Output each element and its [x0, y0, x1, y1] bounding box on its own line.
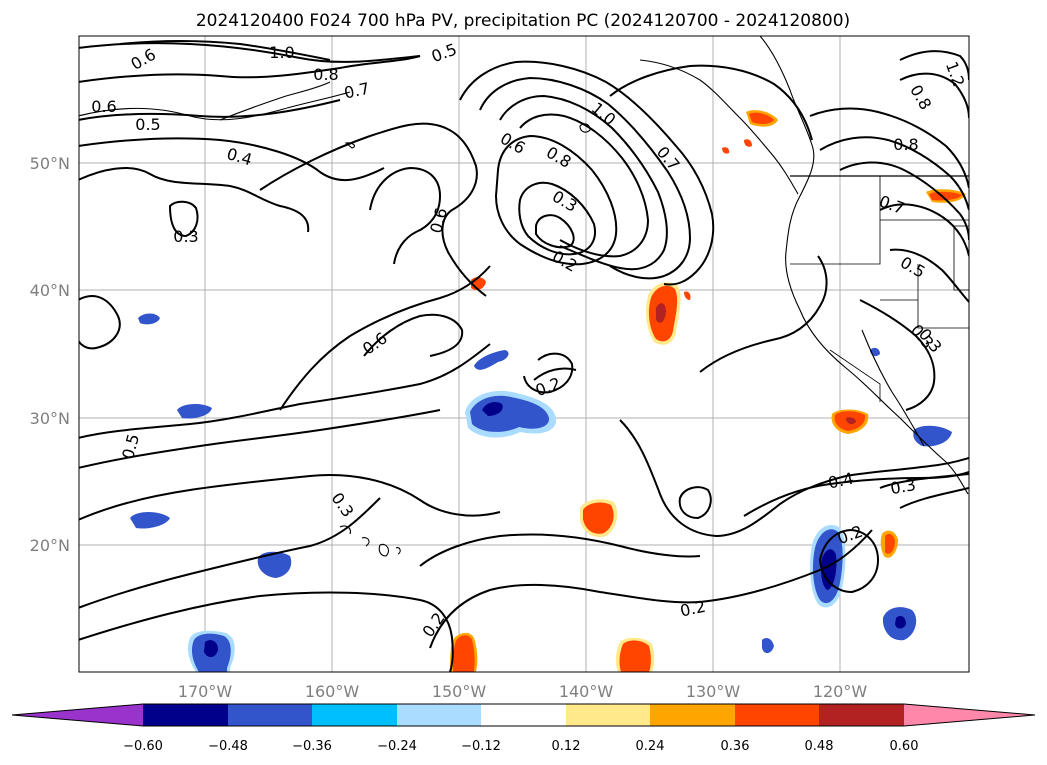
contour-label: 0.8 [313, 65, 338, 84]
map-frame [78, 35, 970, 673]
colorbar-tick: −0.36 [292, 739, 332, 754]
lon-label-120w: 120°W [813, 682, 868, 701]
colorbar-tick: 0.12 [552, 739, 581, 754]
colorbar-tick: −0.48 [208, 739, 248, 754]
colorbar-segment [566, 704, 650, 726]
lon-label-170w: 170°W [178, 682, 233, 701]
figure-title: 2024120400 F024 700 hPa PV, precipitatio… [196, 11, 850, 31]
contour-label: 0.3 [173, 227, 198, 246]
colorbar-tick: −0.12 [461, 739, 501, 754]
longitude-labels: 170°W 160°W 150°W 140°W 130°W 120°W [178, 682, 868, 701]
political-borders [790, 175, 969, 402]
lon-label-150w: 150°W [432, 682, 487, 701]
colorbar-segment [650, 704, 735, 726]
colorbar-segment [12, 704, 143, 726]
lon-label-140w: 140°W [559, 682, 614, 701]
contour-label: 0.4 [826, 469, 855, 493]
colorbar-tick: −0.60 [123, 739, 163, 754]
colorbar-segment [819, 704, 904, 726]
contour-label: 0.3 [889, 475, 917, 498]
contour-label: 0.7 [342, 79, 371, 103]
colorbar-tick: 0.48 [805, 739, 834, 754]
latitude-labels: 50°N 40°N 30°N 20°N [30, 154, 70, 555]
contour-label: 0.8 [893, 135, 918, 154]
lat-label-50n: 50°N [30, 154, 70, 173]
pv-contours [79, 40, 969, 672]
colorbar-segment [228, 704, 312, 726]
contour-label: 0.6 [91, 97, 116, 116]
colorbar-segment [481, 704, 566, 726]
colorbar-outline [11, 703, 1036, 727]
colorbar: −0.60 −0.48 −0.36 −0.24 −0.12 0.12 0.24 … [11, 703, 1036, 754]
precip-positive-blobs [450, 110, 966, 672]
colorbar-tick: 0.24 [636, 739, 665, 754]
colorbar-segment [735, 704, 819, 726]
lat-label-40n: 40°N [30, 281, 70, 300]
contour-label: 0.2 [678, 597, 707, 621]
colorbar-tick: −0.24 [377, 739, 417, 754]
colorbar-segment [312, 704, 397, 726]
lat-label-30n: 30°N [30, 409, 70, 428]
precip-anomaly-fills [130, 110, 966, 672]
lon-label-130w: 130°W [686, 682, 741, 701]
contour-label: 0.5 [135, 115, 160, 134]
contour-label: 1.0 [269, 43, 294, 62]
colorbar-tick: 0.60 [890, 739, 919, 754]
precip-negative-blobs [130, 313, 952, 672]
colorbar-segment [397, 704, 481, 726]
colorbar-tick: 0.36 [721, 739, 750, 754]
coastlines [79, 36, 969, 557]
lon-label-160w: 160°W [305, 682, 360, 701]
colorbar-tick-labels: −0.60 −0.48 −0.36 −0.24 −0.12 0.12 0.24 … [123, 739, 918, 754]
lat-label-20n: 20°N [30, 536, 70, 555]
colorbar-segment [904, 704, 1035, 726]
colorbar-segment [143, 704, 228, 726]
